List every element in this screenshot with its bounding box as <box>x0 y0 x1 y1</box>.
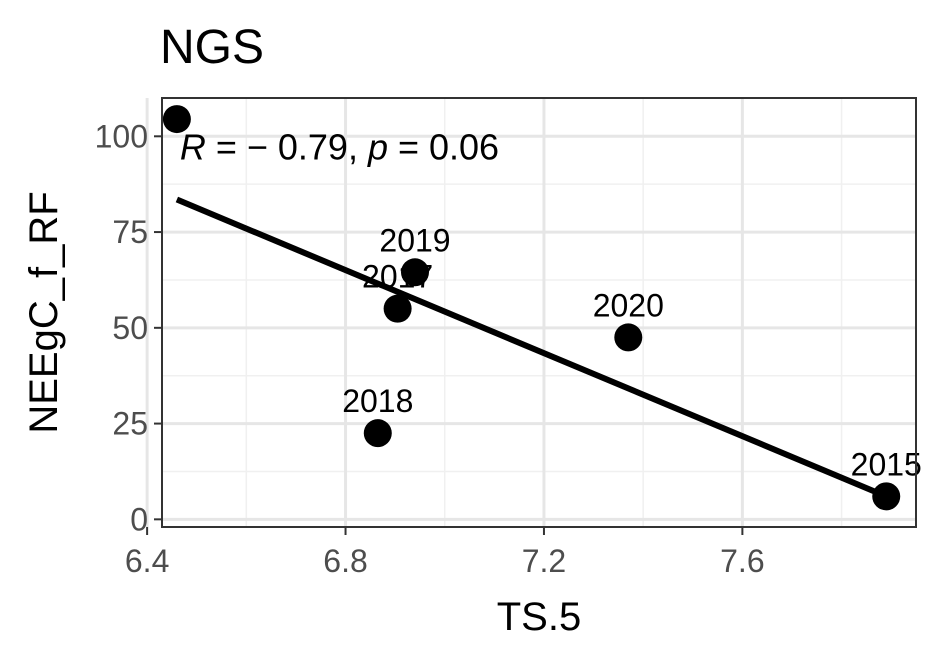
regression-line-group <box>175 196 888 500</box>
point-label: 2020 <box>593 287 664 323</box>
point-label: 2019 <box>379 222 450 258</box>
y-tick-label: 50 <box>112 310 148 346</box>
data-point <box>383 294 412 323</box>
plot-panel-border <box>161 97 917 528</box>
x-tick-label: 7.2 <box>522 543 566 579</box>
x-axis-title: TS.5 <box>497 595 581 639</box>
point-label: 2018 <box>342 383 413 419</box>
point-label: 2015 <box>851 446 922 482</box>
point-label: 2017 <box>362 259 433 295</box>
data-point <box>363 419 392 448</box>
y-tick-label: 25 <box>112 406 148 442</box>
annotation-part: R <box>180 126 206 167</box>
y-axis-title: NEEgC_f_RF <box>22 191 66 433</box>
x-axis: 6.4 6.8 7.2 7.6 <box>125 527 765 579</box>
annotation-part: = 0.06 <box>388 126 499 167</box>
x-tick-label: 6.8 <box>323 543 367 579</box>
y-axis: 0 25 50 75 100 <box>95 118 162 537</box>
grid-lines <box>145 98 916 527</box>
data-point <box>162 105 191 134</box>
annotation-part: p <box>367 126 388 167</box>
y-tick-label: 0 <box>130 501 148 537</box>
data-point <box>614 323 643 352</box>
x-tick-label: 7.6 <box>720 543 764 579</box>
correlation-annotation: R = − 0.79, p = 0.06 <box>180 126 499 167</box>
chart-title: NGS <box>160 21 264 74</box>
data-point <box>400 258 429 287</box>
regression-line <box>175 196 888 500</box>
x-tick-label: 6.4 <box>125 543 169 579</box>
y-tick-label: 100 <box>95 118 148 154</box>
y-tick-label: 75 <box>112 214 148 250</box>
data-point <box>872 482 901 511</box>
annotation-part: = − 0.79, <box>206 126 368 167</box>
data-points <box>162 105 901 511</box>
